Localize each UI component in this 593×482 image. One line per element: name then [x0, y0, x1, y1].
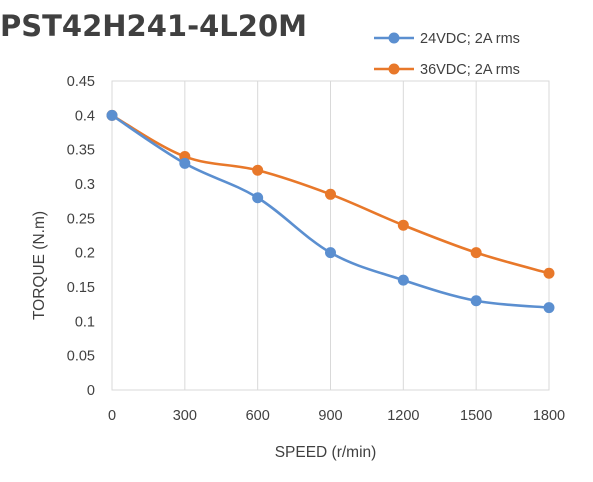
- y-tick-label: 0.05: [67, 349, 95, 365]
- legend-label: 24VDC; 2A rms: [420, 31, 520, 47]
- x-axis-ticks: 0 300 600 900 1200 1500 1800: [108, 408, 565, 424]
- y-tick-label: 0.45: [67, 74, 95, 90]
- x-axis-label: SPEED (r/min): [275, 444, 377, 461]
- series-1: [106, 109, 555, 314]
- legend-label: 36VDC; 2A rms: [420, 62, 520, 78]
- data-point: [179, 157, 191, 169]
- data-point: [470, 247, 482, 259]
- data-point: [543, 267, 555, 279]
- y-tick-label: 0.4: [75, 108, 95, 124]
- x-tick-label: 1200: [387, 408, 419, 424]
- y-tick-label: 0.25: [67, 211, 95, 227]
- data-point: [325, 188, 336, 200]
- x-tick-label: 600: [246, 408, 270, 424]
- legend-marker: [388, 32, 400, 44]
- y-tick-label: 0.2: [75, 246, 95, 262]
- data-point: [397, 219, 409, 231]
- grid-lines: [111, 81, 550, 390]
- chart-title: PST42H241-4L20M: [0, 9, 307, 43]
- legend-marker: [388, 63, 400, 75]
- plot-area-frame: [111, 80, 550, 391]
- x-tick-label: 300: [173, 408, 197, 424]
- legend-item: 36VDC; 2A rms: [374, 62, 520, 78]
- y-axis-label: TORQUE (N.m): [31, 211, 48, 320]
- data-point: [470, 295, 482, 307]
- y-tick-label: 0.15: [67, 280, 95, 296]
- y-tick-label: 0.1: [75, 314, 95, 330]
- y-tick-label: 0.3: [75, 177, 95, 193]
- data-point: [106, 109, 118, 121]
- data-point: [325, 247, 336, 259]
- legend-item: 24VDC; 2A rms: [374, 31, 520, 47]
- x-tick-label: 900: [318, 408, 342, 424]
- x-tick-label: 1800: [533, 408, 565, 424]
- data-point: [397, 274, 409, 286]
- x-tick-label: 1500: [460, 408, 492, 424]
- y-tick-label: 0: [87, 383, 95, 399]
- chart-legend: 24VDC; 2A rms 36VDC; 2A rms: [374, 31, 520, 78]
- y-tick-label: 0.35: [67, 143, 95, 159]
- x-tick-label: 0: [108, 408, 116, 424]
- data-point: [252, 164, 264, 176]
- data-point: [252, 192, 264, 204]
- data-point: [543, 302, 555, 314]
- series-group: [106, 109, 555, 314]
- y-axis-ticks: 0 0.05 0.1 0.15 0.2 0.25 0.3 0.35 0.4 0.45: [67, 74, 95, 399]
